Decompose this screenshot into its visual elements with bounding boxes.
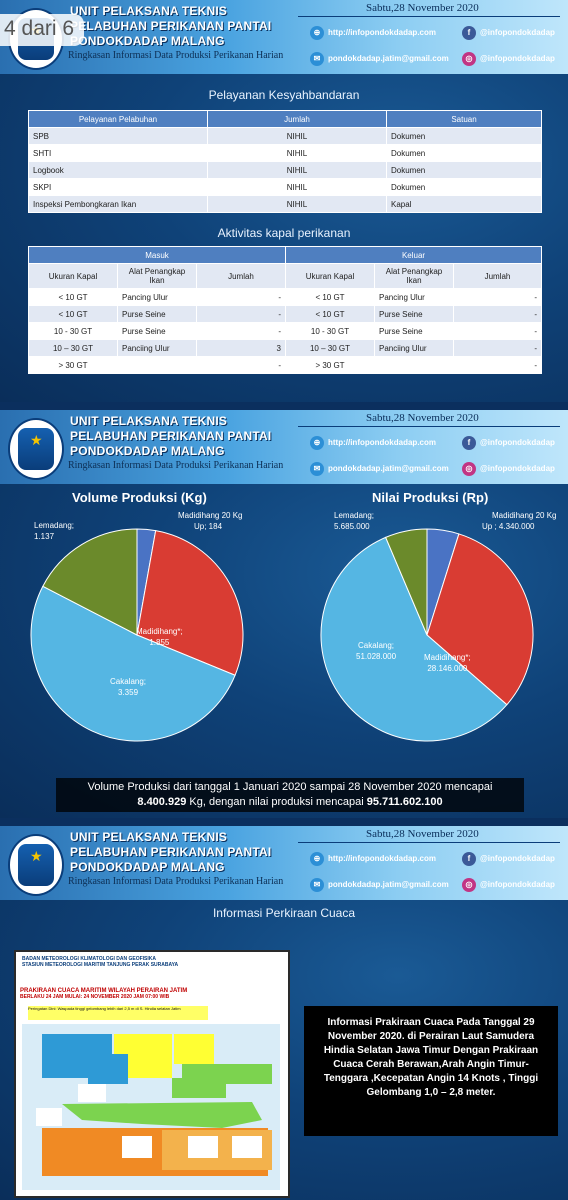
facebook-icon: f	[462, 436, 476, 450]
nilai-slice-cakalang	[320, 536, 508, 742]
panel-produksi: ★ UNIT PELAKSANA TEKNIS PELABUHAN PERIKA…	[0, 410, 568, 818]
jatim-logo: ★	[8, 834, 64, 896]
nilai-pie-chart	[320, 528, 534, 742]
instagram-icon: ◎	[462, 878, 476, 892]
header-line3: PONDOKDADAP MALANG	[70, 444, 225, 458]
table-row: < 10 GT Purse Seine - < 10 GT Purse Seine -	[28, 305, 542, 323]
nilai-slice-lemadang	[385, 528, 428, 636]
facebook-link[interactable]: f @infopondokdadap	[462, 436, 555, 450]
website-link[interactable]: ⊕ http://infopondokdadap.com	[310, 436, 436, 450]
aktivitas-table: Masuk Keluar Ukuran Kapal Alat Penangkap…	[28, 246, 542, 374]
volume-slice-madidihang	[136, 530, 244, 676]
header-line2: PELABUHAN PERIKANAN PANTAI	[70, 19, 272, 33]
header: ★ UNIT PELAKSANA TEKNIS PELABUHAN PERIKA…	[0, 0, 568, 74]
facebook-icon: f	[462, 852, 476, 866]
volume-slice-cakalang	[30, 585, 236, 742]
header: ★ UNIT PELAKSANA TEKNIS PELABUHAN PERIKA…	[0, 826, 568, 900]
table-row: > 30 GT - > 30 GT -	[28, 356, 542, 374]
mail-icon: ✉	[310, 878, 324, 892]
panel-pelayanan: ★ UNIT PELAKSANA TEKNIS PELABUHAN PERIKA…	[0, 0, 568, 402]
instagram-link[interactable]: ◎ @infopondokdadap	[462, 52, 555, 66]
jatim-logo: ★	[8, 418, 64, 480]
table-row: SPB NIHIL Dokumen	[28, 127, 542, 145]
globe-icon: ⊕	[310, 436, 324, 450]
header-line1: UNIT PELAKSANA TEKNIS	[70, 4, 228, 18]
instagram-link[interactable]: ◎ @infopondokdadap	[462, 462, 555, 476]
header-subtitle: Ringkasan Informasi Data Produksi Perika…	[68, 460, 284, 471]
map-warning: Peringatan Dini: Waspada tinggi gelomban…	[28, 1006, 208, 1020]
table-row: Logbook NIHIL Dokumen	[28, 161, 542, 179]
weather-map: BADAN METEOROLOGI KLIMATOLOGI DAN GEOFIS…	[14, 950, 290, 1198]
facebook-icon: f	[462, 26, 476, 40]
nilai-chart-title: Nilai Produksi (Rp)	[372, 490, 489, 505]
header-line1: UNIT PELAKSANA TEKNIS	[70, 414, 228, 428]
header-date: Sabtu,28 November 2020	[366, 412, 479, 424]
vol-label-madidihang: Madidihang*; 1.855	[136, 627, 183, 647]
panel-cuaca: ★ UNIT PELAKSANA TEKNIS PELABUHAN PERIKA…	[0, 826, 568, 1200]
pelayanan-title: Pelayanan Kesyahbandaran	[208, 88, 360, 102]
table-row: 10 - 30 GT Purse Seine -10 - 30 GT Purse Se…	[28, 322, 542, 340]
weather-info-text: Informasi Prakiraan Cuaca Pada Tanggal 2…	[304, 1006, 558, 1136]
production-summary: Volume Produksi dari tanggal 1 Januari 2…	[56, 778, 524, 812]
volume-slice-lemadang	[42, 528, 138, 636]
nilai-slice-madidihang	[426, 533, 534, 706]
mail-icon: ✉	[310, 462, 324, 476]
aktivitas-title: Aktivitas kapal perikanan	[217, 226, 351, 240]
header-date: Sabtu,28 November 2020	[366, 828, 479, 840]
globe-icon: ⊕	[310, 852, 324, 866]
map-header: BADAN METEOROLOGI KLIMATOLOGI DAN GEOFIS…	[22, 956, 179, 968]
map-graphic	[22, 1024, 280, 1190]
vol-label-cakalang: Cakalang; 3.359	[110, 677, 147, 697]
email-link[interactable]: ✉ pondokdadap.jatim@gmail.com	[310, 52, 449, 66]
nil-label-cakalang: Cakalang; 51.028.000	[356, 641, 397, 661]
page-counter-badge: 4 dari 6	[0, 14, 85, 46]
header-line2: PELABUHAN PERIKANAN PANTAI	[70, 429, 272, 443]
mail-icon: ✉	[310, 52, 324, 66]
header-subtitle: Ringkasan Informasi Data Produksi Perika…	[68, 876, 284, 887]
table-row: SHTI NIHIL Dokumen	[28, 144, 542, 162]
nil-label-madidihang: Madidihang*; 28.146.000	[424, 653, 471, 673]
header-line3: PONDOKDADAP MALANG	[70, 860, 225, 874]
table-row: SKPI NIHIL Dokumen	[28, 178, 542, 196]
website-link[interactable]: ⊕ http://infopondokdadap.com	[310, 852, 436, 866]
volume-chart-title: Volume Produksi (Kg)	[72, 490, 207, 505]
header: ★ UNIT PELAKSANA TEKNIS PELABUHAN PERIKA…	[0, 410, 568, 484]
globe-icon: ⊕	[310, 26, 324, 40]
website-link[interactable]: ⊕ http://infopondokdadap.com	[310, 26, 436, 40]
instagram-link[interactable]: ◎ @infopondokdadap	[462, 878, 555, 892]
instagram-icon: ◎	[462, 52, 476, 66]
table-row: < 10 GT Pancing Ulur - < 10 GT Pancing Ulur -	[28, 288, 542, 306]
table-row: Inspeksi Pembongkaran Ikan NIHIL Kapal	[28, 195, 542, 213]
nil-label-lemadang: Lemadang; 5.685.000	[334, 511, 375, 531]
email-link[interactable]: ✉ pondokdadap.jatim@gmail.com	[310, 878, 449, 892]
header-subtitle: Ringkasan Informasi Data Produksi Perika…	[68, 50, 284, 61]
nil-label-madidihang20: Madidihang 20 Kg Up ; 4.340.000	[482, 511, 557, 531]
email-link[interactable]: ✉ pondokdadap.jatim@gmail.com	[310, 462, 449, 476]
pelayanan-table: Pelayanan Pelabuhan Jumlah Satuan SPB NIH…	[28, 110, 542, 213]
header-date: Sabtu,28 November 2020	[366, 2, 479, 14]
volume-pie-chart	[30, 528, 244, 742]
vol-label-lemadang: Lemadang; 1.137	[34, 521, 75, 541]
header-line3: PONDOKDADAP MALANG	[70, 34, 225, 48]
facebook-link[interactable]: f @infopondokdadap	[462, 26, 555, 40]
vol-label-madidihang20: Madidihang 20 Kg Up; 184	[178, 511, 243, 531]
cuaca-title: Informasi Perkiraan Cuaca	[212, 906, 356, 920]
header-line1: UNIT PELAKSANA TEKNIS	[70, 830, 228, 844]
map-heading: PRAKIRAAN CUACA MARITIM WILAYAH PERAIRAN…	[20, 988, 188, 1000]
instagram-icon: ◎	[462, 462, 476, 476]
table-row: 10 – 30 GT Panciing Ulur 3 10 – 30 GT Pancii…	[28, 339, 542, 357]
facebook-link[interactable]: f @infopondokdadap	[462, 852, 555, 866]
header-line2: PELABUHAN PERIKANAN PANTAI	[70, 845, 272, 859]
